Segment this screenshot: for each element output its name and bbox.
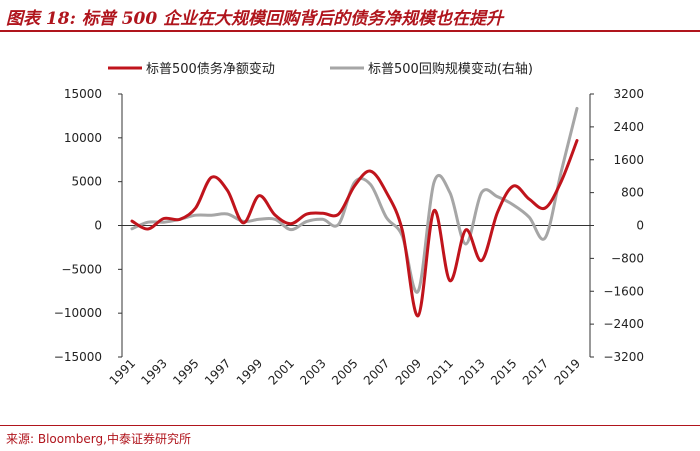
footer-rule xyxy=(0,425,700,426)
x-tick-label: 2001 xyxy=(266,356,297,387)
left-tick-label: 0 xyxy=(94,219,102,233)
x-tick-label: 1999 xyxy=(234,356,265,387)
left-tick-label: −5000 xyxy=(61,262,102,276)
right-tick-label: −1600 xyxy=(603,284,644,298)
right-tick-label: 3200 xyxy=(613,87,644,101)
x-tick-label: 1995 xyxy=(170,356,201,387)
right-tick-label: −3200 xyxy=(603,350,644,364)
left-tick-label: −15000 xyxy=(54,350,102,364)
source-note: 来源: Bloomberg,中泰证券研究所 xyxy=(6,432,191,446)
axes: 15000 10000 5000 0 −5000 −10000 −15000 3200 2400… xyxy=(54,87,644,388)
x-tick-label: 2009 xyxy=(393,356,424,387)
x-tick-label: 2003 xyxy=(297,356,328,387)
title-rule xyxy=(0,30,700,32)
x-tick-label: 2007 xyxy=(361,356,392,387)
legend-label-series2: 标普500回购规模变动(右轴) xyxy=(368,61,533,77)
series-line-1 xyxy=(130,139,579,318)
right-tick-label: −2400 xyxy=(603,317,644,331)
figure-title: 图表 18: 标普 500 企业在大规模回购背后的债务净规模也在提升 xyxy=(6,9,504,29)
x-tick-label: 1993 xyxy=(138,356,169,387)
x-tick-label: 2005 xyxy=(329,356,360,387)
series-layer xyxy=(130,106,579,318)
x-tick-label: 1991 xyxy=(107,356,138,387)
x-tick-label: 2015 xyxy=(488,356,519,387)
x-tick-label: 2017 xyxy=(520,356,551,387)
left-tick-label: 15000 xyxy=(64,87,102,101)
left-tick-label: 5000 xyxy=(71,175,102,189)
x-tick-label: 2013 xyxy=(456,356,487,387)
x-tick-label: 2011 xyxy=(424,356,455,387)
chart: 标普500债务净额变动 标普500回购规模变动(右轴) 15000 10000 50… xyxy=(54,61,644,388)
left-tick-label: −10000 xyxy=(54,306,102,320)
right-tick-label: 1600 xyxy=(613,153,644,167)
right-tick-label: −800 xyxy=(611,251,644,265)
right-tick-label: 0 xyxy=(636,219,644,233)
x-tick-label: 1997 xyxy=(202,356,233,387)
left-tick-label: 10000 xyxy=(64,131,102,145)
x-tick-label: 2019 xyxy=(552,356,583,387)
right-tick-label: 2400 xyxy=(613,120,644,134)
right-tick-label: 800 xyxy=(621,186,644,200)
legend-label-series1: 标普500债务净额变动 xyxy=(146,61,275,77)
legend: 标普500债务净额变动 标普500回购规模变动(右轴) xyxy=(108,61,533,77)
